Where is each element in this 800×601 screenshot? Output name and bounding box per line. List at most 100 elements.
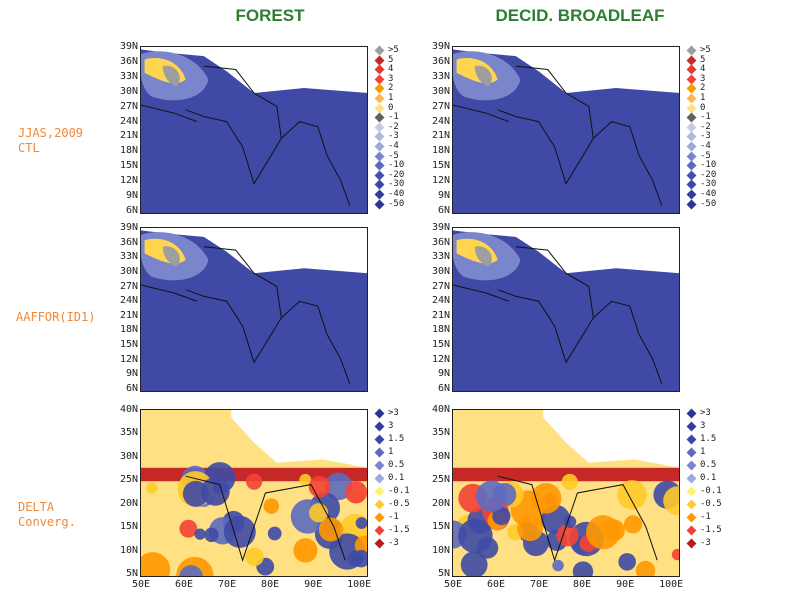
legend-label: -3 <box>388 131 399 142</box>
legend-label: 5 <box>388 54 394 65</box>
lat-tick-label: 6N <box>125 383 138 394</box>
legend-swatch <box>686 525 697 536</box>
legend-label: -2 <box>700 121 711 132</box>
legend-label: 1 <box>700 447 706 457</box>
legend-label: -5 <box>388 150 399 161</box>
legend-swatch <box>686 55 697 66</box>
lat-tick-label: 21N <box>119 309 138 321</box>
legend-label: -30 <box>388 179 405 190</box>
legend-swatch <box>374 103 385 114</box>
lat-tick-label: 6N <box>437 205 450 216</box>
lat-tick-label: 21N <box>119 130 138 142</box>
lat-tick-label: 15N <box>431 160 450 172</box>
legend-swatch <box>686 83 697 94</box>
legend-label: -10 <box>388 160 405 171</box>
map-field <box>451 46 680 214</box>
lat-tick-label: 33N <box>431 251 450 263</box>
lon-tick-label: 60E <box>175 579 194 590</box>
lat-tick-label: 18N <box>431 324 450 336</box>
lat-tick-label: 9N <box>125 190 138 202</box>
map-panel-aaffor-forest <box>139 227 368 392</box>
lat-tick-label: 20N <box>119 497 138 509</box>
lon-tick-label: 50E <box>132 579 151 590</box>
map-panel-aaffor-decid-broadleaf <box>451 227 680 392</box>
row-label-delta: DELTA Converg. <box>18 500 76 529</box>
legend-swatch <box>374 538 385 549</box>
legend-label: -50 <box>388 198 405 209</box>
lat-tick-label: 12N <box>119 175 138 187</box>
legend-swatch <box>374 179 385 190</box>
legend-label: -0.5 <box>388 499 410 509</box>
lat-tick-label: 27N <box>119 280 138 292</box>
legend-label: >3 <box>700 408 711 418</box>
lat-tick-label: 39N <box>431 41 450 52</box>
legend-label: 1 <box>700 93 706 103</box>
lon-tick-label: 70E <box>218 579 237 590</box>
legend-label: -1 <box>388 512 399 522</box>
legend-label: -1 <box>388 112 399 123</box>
legend-swatch <box>686 151 697 162</box>
lat-tick-label: 39N <box>431 222 450 233</box>
lat-tick-label: 33N <box>119 251 138 263</box>
lon-tick-label: 80E <box>261 579 280 590</box>
legend-label: -20 <box>388 169 405 180</box>
legend-swatch <box>374 189 385 200</box>
lat-tick-label: 5N <box>437 568 450 579</box>
legend-swatch <box>374 55 385 66</box>
legend-swatch <box>374 486 385 497</box>
legend-swatch <box>686 199 697 210</box>
legend-swatch <box>686 179 697 190</box>
column-title-decid-broadleaf: DECID. BROADLEAF <box>495 6 665 25</box>
legend-swatch <box>686 486 697 497</box>
lat-tick-label: 36N <box>431 55 450 67</box>
legend-swatch <box>686 64 697 75</box>
legend-label: 1 <box>388 447 394 457</box>
legend-label: -50 <box>700 198 717 209</box>
legend-convergence: >3 3 1.5 1 0.5 0.1 -0.1 -0.5 -1 -1.5 -3 <box>686 409 736 577</box>
legend-label: 0 <box>700 102 706 113</box>
lat-tick-label: 30N <box>431 265 450 277</box>
lat-tick-label: 15N <box>431 339 450 351</box>
legend-label: 0.5 <box>388 460 405 470</box>
lat-tick-label: 12N <box>431 175 450 187</box>
lat-tick-label: 27N <box>431 100 450 112</box>
lat-tick-label: 36N <box>431 236 450 248</box>
legend-label: 1.5 <box>700 434 717 444</box>
legend-label: 2 <box>388 83 394 94</box>
legend-swatch <box>686 189 697 200</box>
lon-tick-label: 100E <box>659 579 684 590</box>
legend-label: 4 <box>700 64 706 75</box>
legend-label: -30 <box>700 179 717 190</box>
map-field <box>139 227 368 392</box>
legend-label: -0.1 <box>700 486 722 496</box>
row-label-aaffor: AAFFOR(ID1) <box>16 310 96 324</box>
legend-label: -1 <box>700 112 711 123</box>
legend-label: 5 <box>700 54 706 65</box>
lat-tick-label: 33N <box>119 70 138 82</box>
legend-label: 0.5 <box>700 460 717 470</box>
lat-tick-label: 9N <box>125 368 138 380</box>
legend-swatch <box>686 434 697 445</box>
column-title-forest: FOREST <box>235 6 305 25</box>
legend-label: 0.1 <box>388 473 405 483</box>
legend-swatch <box>374 525 385 536</box>
lat-tick-label: 5N <box>125 568 138 579</box>
lat-tick-label: 24N <box>119 115 138 127</box>
legend-convergence: >3 3 1.5 1 0.5 0.1 -0.1 -0.5 -1 -1.5 -3 <box>374 409 424 577</box>
lat-tick-label: 40N <box>431 404 450 415</box>
legend-swatch <box>686 447 697 458</box>
map-field <box>438 409 693 582</box>
legend-label: 0 <box>388 102 394 113</box>
lat-tick-label: 39N <box>119 41 138 52</box>
legend-label: -1.5 <box>388 525 410 535</box>
lat-tick-label: 35N <box>431 427 450 439</box>
legend-label: -40 <box>388 189 405 199</box>
lon-tick-label: 100E <box>347 579 372 590</box>
lat-tick-label: 10N <box>119 544 138 556</box>
lat-tick-label: 18N <box>119 145 138 157</box>
lat-tick-label: 12N <box>431 353 450 365</box>
legend-swatch <box>374 131 385 142</box>
legend-swatch <box>374 447 385 458</box>
legend-label: 3 <box>388 73 394 84</box>
lon-tick-label: 70E <box>530 579 549 590</box>
